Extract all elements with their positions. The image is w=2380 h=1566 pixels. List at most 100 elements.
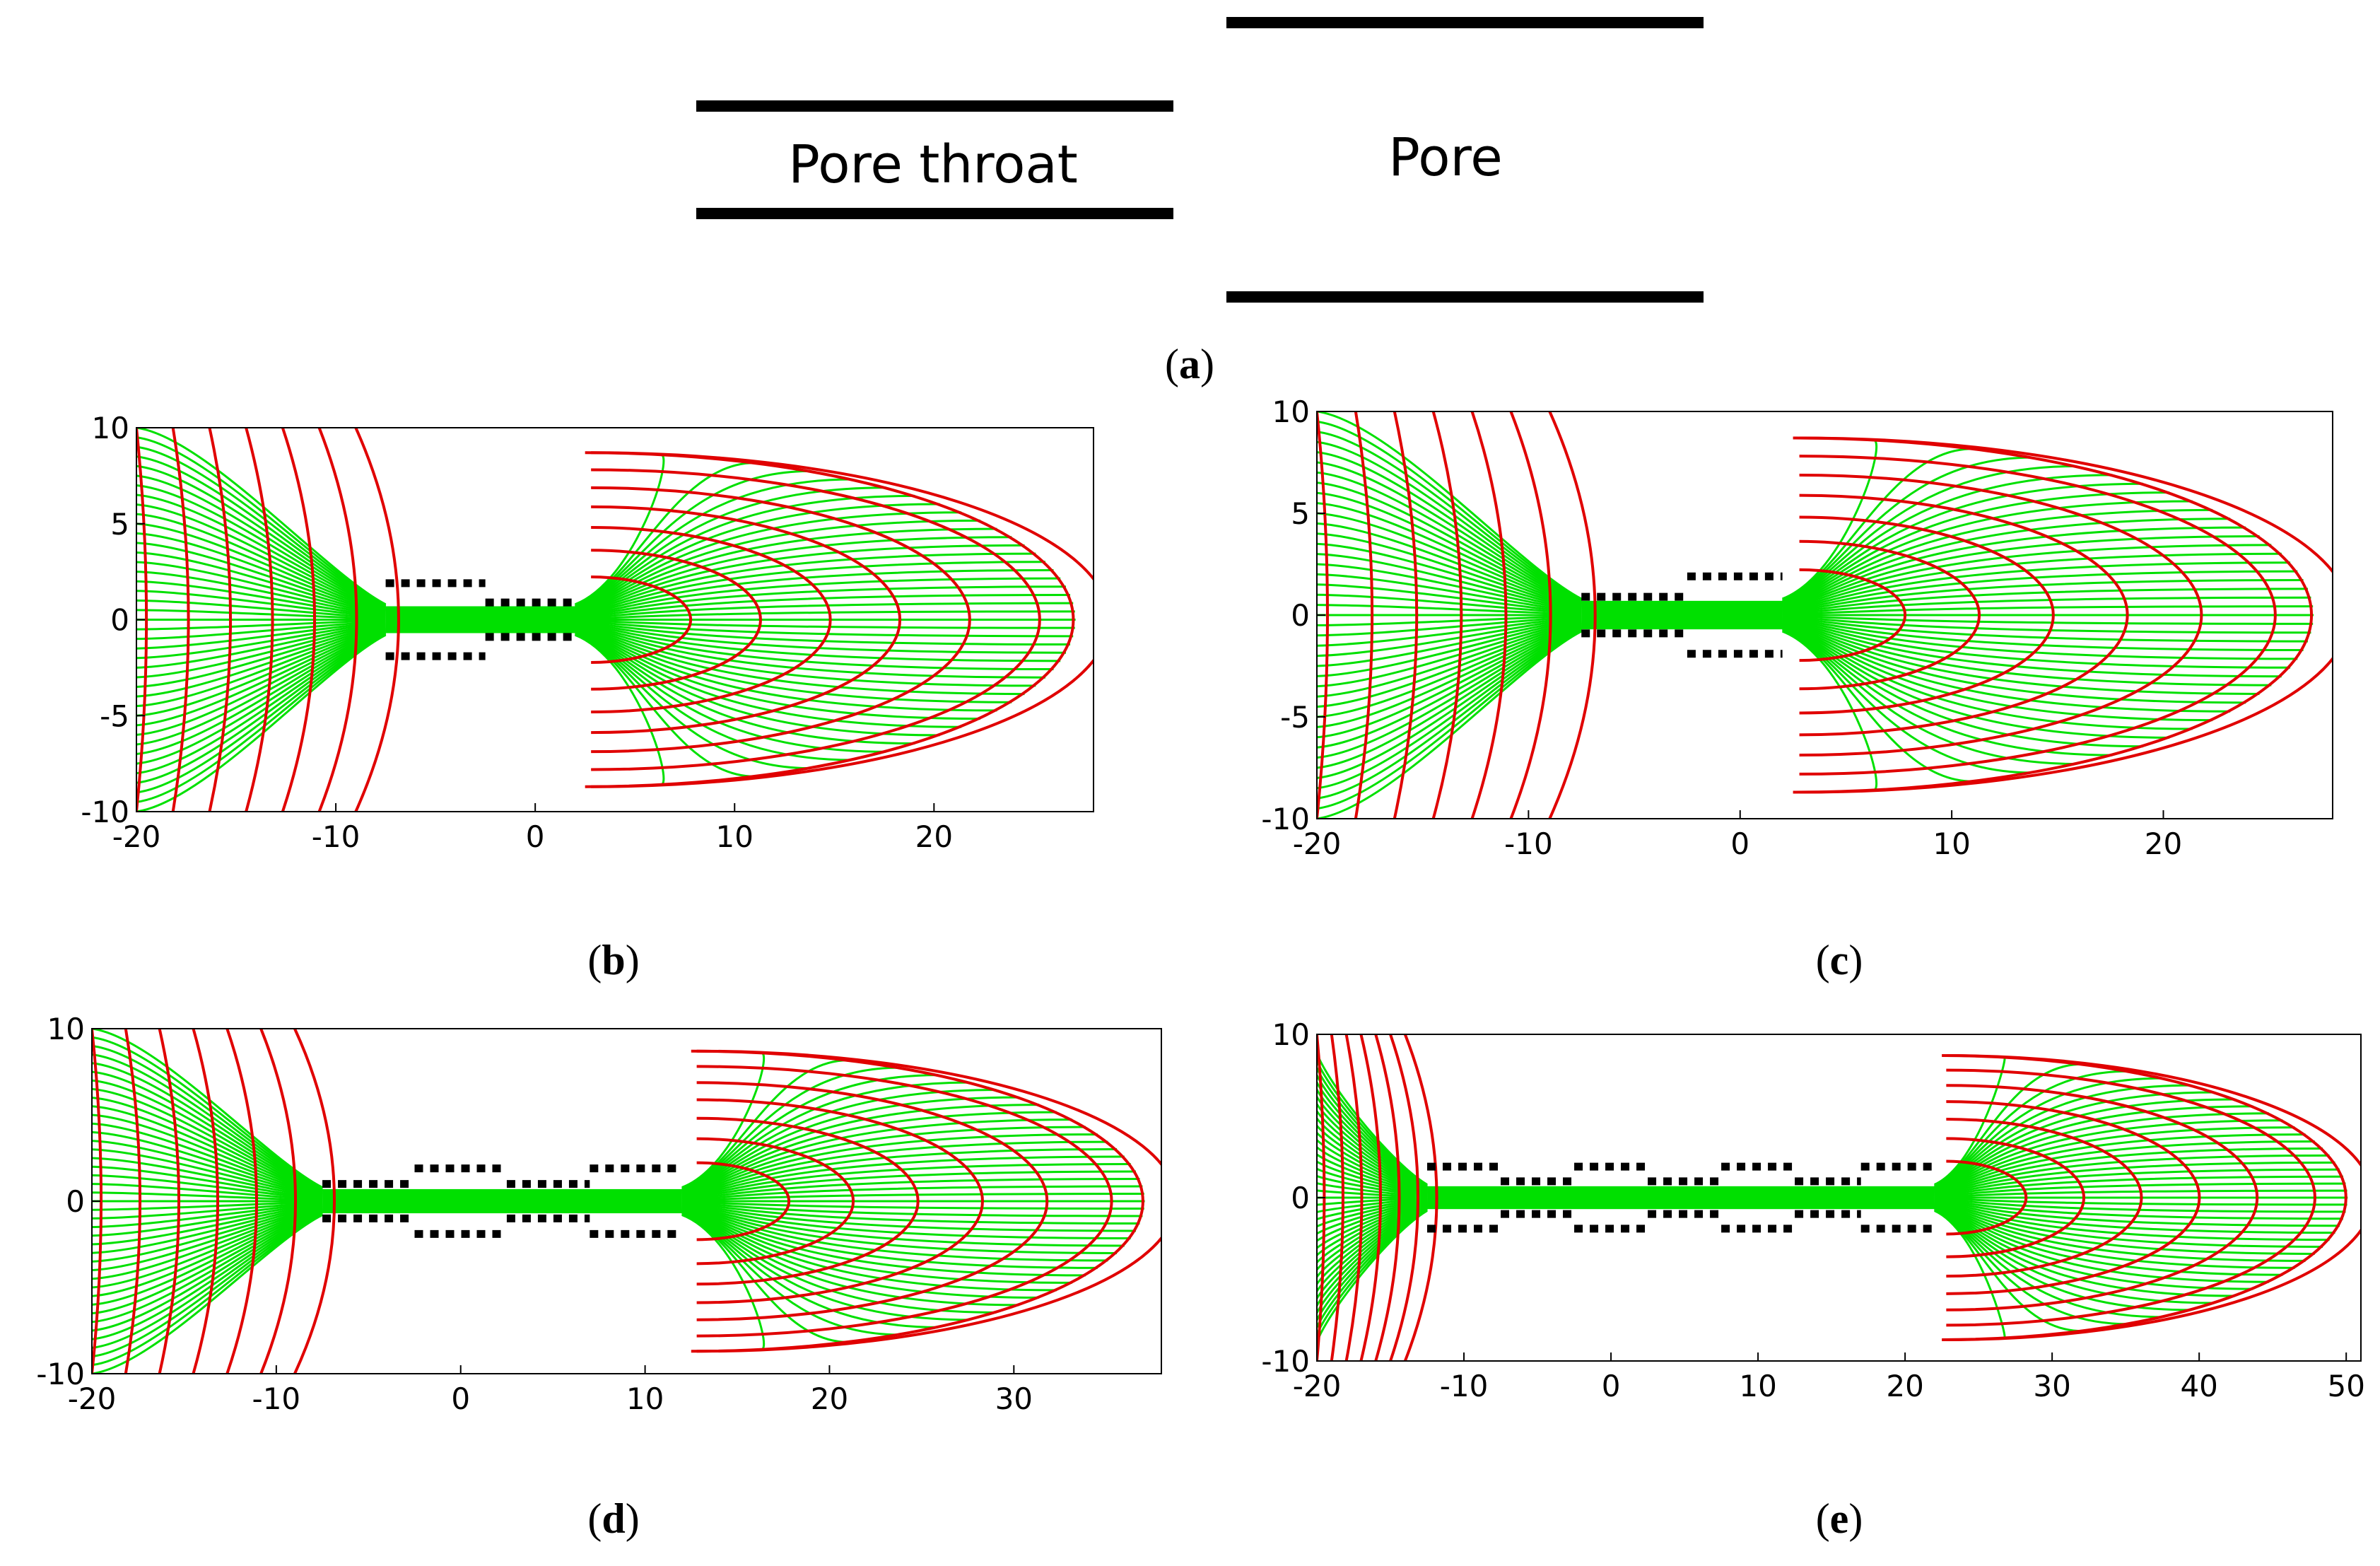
streamline-out (681, 1210, 997, 1314)
streamlines (1317, 1034, 2348, 1361)
x-tick-label: 30 (995, 1381, 1033, 1416)
streamline-in (1317, 1198, 1428, 1222)
streamline-out (1934, 1182, 2346, 1198)
x-tick-label: 50 (2327, 1369, 2364, 1403)
streamline-out (681, 1185, 1143, 1201)
flow-field (1317, 411, 2333, 819)
streamline-in (1317, 621, 1582, 708)
streamline-out (1934, 1201, 2315, 1255)
streamline-in (1317, 532, 1582, 610)
streamline-out (1934, 1198, 2343, 1220)
streamline-in (92, 1203, 323, 1237)
equipotential-out (591, 486, 972, 754)
equipotential-in (192, 1029, 219, 1374)
streamline-in (1317, 502, 1582, 607)
streamline-out (575, 568, 1054, 617)
equipotential-in (171, 428, 190, 812)
throat-walls (385, 579, 575, 660)
streamline-in (1317, 1124, 1428, 1193)
streamline-out (681, 1206, 1098, 1269)
streamline-out (1934, 1175, 2343, 1197)
throat-walls (322, 1164, 682, 1238)
equipotential-in (1359, 1034, 1382, 1361)
equipotential-out (591, 549, 762, 691)
streamline-out (681, 1193, 1144, 1202)
streamline-in (1317, 542, 1582, 611)
streamline-out (1934, 1207, 2191, 1311)
streamline-in (1317, 1116, 1428, 1193)
streamline-out (1934, 1140, 2315, 1194)
streamline-out (1782, 615, 2311, 634)
streamline-in (1317, 1203, 1428, 1280)
x-tick-label: -10 (1504, 826, 1553, 861)
streamline-in (92, 1122, 323, 1196)
streamline-out (1934, 1197, 2347, 1206)
streamline-out (681, 1208, 1057, 1292)
equipotential-out (1946, 1117, 2143, 1278)
streamline-out (1782, 561, 2291, 612)
x-tick-label: -20 (68, 1381, 117, 1416)
streamline-in (1317, 624, 1582, 739)
y-tick-label: 10 (47, 1012, 85, 1046)
streamline-out (1934, 1126, 2295, 1193)
x-tick-label: 0 (1730, 826, 1749, 861)
equipotentials (1317, 411, 2333, 819)
flow-field (136, 428, 1109, 812)
streamline-in (1317, 617, 1582, 658)
streamline-out (1782, 614, 2314, 625)
streamline-out (1782, 588, 2308, 614)
x-tick-label: 20 (1886, 1369, 1923, 1403)
streamline-in (1317, 619, 1582, 677)
streamline-in (92, 1191, 323, 1202)
streamline-in (1317, 491, 1582, 607)
streamline-in (92, 1205, 323, 1263)
streamline-in (1317, 593, 1582, 615)
streamline-in (136, 590, 386, 619)
equipotential-in (1431, 411, 1463, 819)
streamline-out (1782, 482, 2143, 604)
streamline-out (1934, 1198, 2346, 1213)
y-tick-label: 10 (92, 411, 129, 445)
streamline-out (1782, 617, 2304, 652)
streamline-in (136, 599, 386, 619)
streamline-out (1782, 619, 2282, 678)
streamline-out (575, 624, 1036, 687)
streamline-out (681, 1089, 997, 1192)
streamline-out (575, 577, 1061, 617)
streamline-in (1317, 1207, 1428, 1328)
equipotential-in (293, 1029, 336, 1374)
streamline-in (92, 1204, 323, 1254)
streamline-in (1317, 1201, 1428, 1255)
streamline-in (136, 628, 387, 736)
equipotential-in (225, 1029, 258, 1374)
equipotential-in (1317, 411, 1329, 819)
streamline-in (92, 1210, 323, 1323)
streamline-in (1317, 1164, 1428, 1196)
streamline-in (136, 627, 387, 727)
throat-core (385, 606, 575, 633)
throat-core (322, 1188, 682, 1214)
streamline-out (1782, 626, 2113, 756)
streamline-out (1934, 1209, 2082, 1333)
streamline-in (136, 493, 387, 611)
streamline-in (92, 1130, 323, 1197)
streamline-out (681, 1204, 1125, 1247)
streamline-out (575, 620, 1074, 638)
streamline-out (575, 621, 1066, 654)
streamline-in (1317, 626, 1582, 769)
streamline-in (1317, 1083, 1428, 1190)
streamline-in (1317, 471, 1582, 605)
streamline-in (1317, 620, 1582, 698)
streamline-out (1782, 552, 2282, 611)
equipotential-in (1470, 411, 1508, 819)
equipotential-out (591, 525, 832, 714)
streamline-in (1317, 616, 1582, 647)
x-tick-label: 10 (1933, 826, 1970, 861)
streamline-in (92, 1183, 323, 1201)
streamline-out (1782, 508, 2213, 607)
equipotentials (136, 428, 1109, 812)
equipotential-in (1330, 1034, 1344, 1361)
flow-field (1317, 1034, 2361, 1361)
streamline-out (1934, 1200, 2335, 1234)
